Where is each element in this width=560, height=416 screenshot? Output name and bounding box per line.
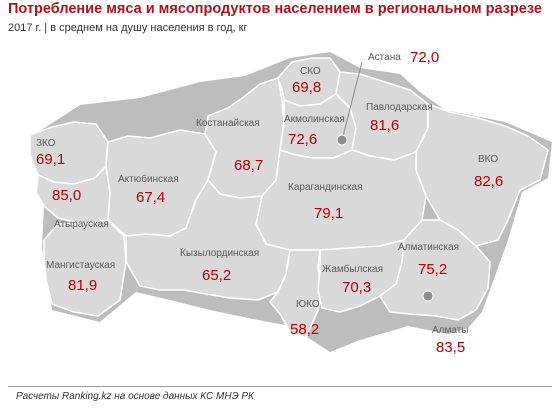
- city-almaty-value: 83,5: [436, 339, 465, 356]
- region-karaganda-shape: [255, 149, 427, 251]
- region-zhambyl-label: Жамбылская: [322, 263, 383, 275]
- region-kyzylorda-label: Кызылординская: [180, 248, 259, 259]
- region-vko-value: 82,6: [474, 173, 503, 190]
- region-kostanay-value: 68,7: [234, 157, 263, 174]
- region-mangistau-shape: [43, 219, 127, 317]
- region-uko-value: 58,2: [290, 321, 319, 338]
- region-almaty-obl-value: 75,2: [418, 261, 447, 278]
- region-vko-label: ВКО: [478, 154, 498, 165]
- region-almaty-obl-shape: [379, 219, 491, 321]
- region-uko-shape: [269, 249, 323, 339]
- region-kyzylorda-value: 65,2: [202, 267, 231, 284]
- astana-leader-line: [341, 61, 363, 141]
- region-pavlodar-label: Павлодарская: [366, 102, 433, 113]
- region-akmola-label: Акмолинская: [284, 114, 345, 125]
- map-title: Потребление мяса и мясопродуктов населен…: [8, 1, 542, 17]
- region-akmola-value: 72,6: [288, 131, 317, 148]
- region-sko-value: 69,8: [292, 79, 321, 96]
- footer-divider: [8, 386, 552, 387]
- kazakhstan-map: ЗКО 69,1 Атырауская 85,0 Мангистауская 8…: [29, 49, 552, 356]
- region-zko-value: 69,1: [36, 151, 65, 168]
- region-karaganda-label: Карагандинская: [288, 182, 363, 193]
- region-zko-label: ЗКО: [36, 138, 56, 149]
- region-mangistau-value: 81,9: [68, 277, 97, 294]
- region-uko-label: ЮКО: [296, 299, 320, 310]
- almaty-marker: [422, 290, 434, 302]
- region-sko-label: СКО: [300, 66, 321, 77]
- city-astana-value: 72,0: [410, 49, 439, 66]
- region-aktobe-label: Актюбинская: [118, 173, 179, 185]
- region-aktobe-value: 67,4: [136, 189, 165, 206]
- region-kyzylorda-shape: [125, 179, 291, 301]
- astana-marker: [336, 134, 348, 146]
- city-astana-label: Астана: [368, 52, 401, 63]
- region-karaganda-value: 79,1: [314, 205, 343, 222]
- region-mangistau-label: Мангистауская: [46, 260, 115, 271]
- region-zhambyl-value: 70,3: [342, 279, 371, 296]
- region-pavlodar-value: 81,6: [370, 117, 399, 134]
- region-atyrau-value: 85,0: [52, 187, 81, 204]
- region-atyrau-label: Атырауская: [54, 219, 109, 230]
- region-almaty-obl-label: Алматинская: [398, 242, 459, 253]
- map-subtitle: 2017 г. | в среднем на душу населения в …: [8, 22, 248, 34]
- source-note: Расчеты Ranking.kz на основе данных КС М…: [16, 391, 254, 402]
- city-almaty-label: Алматы: [432, 325, 469, 336]
- region-kostanay-label: Костанайская: [196, 118, 260, 129]
